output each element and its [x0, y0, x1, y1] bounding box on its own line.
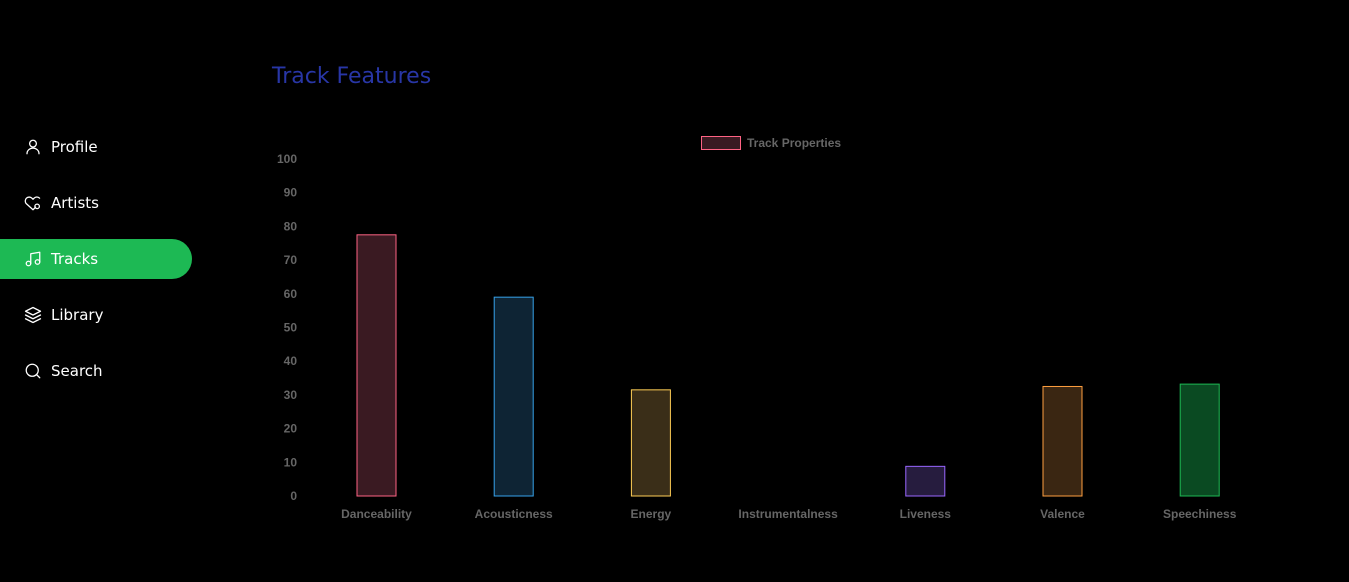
- y-tick-label: 100: [277, 152, 297, 166]
- sidebar-item-search[interactable]: Search: [0, 351, 192, 391]
- sidebar-item-label: Search: [51, 362, 103, 380]
- bar-chart: 0 10 20 30 40 50 60 70 80 90 100 Danceability Acoust…: [277, 136, 1237, 521]
- x-tick-label: Energy: [631, 507, 672, 521]
- page-title: Track Features: [272, 64, 432, 89]
- y-tick-label: 60: [284, 287, 298, 301]
- user-icon: [24, 138, 42, 156]
- x-tick-label: Valence: [1040, 507, 1085, 521]
- x-tick-label: Danceability: [341, 507, 412, 521]
- y-tick-label: 70: [284, 253, 298, 267]
- y-tick-label: 80: [284, 219, 298, 233]
- track-features-chart: 0 10 20 30 40 50 60 70 80 90 100 Danceability Acoust…: [260, 125, 1260, 535]
- sidebar-item-profile[interactable]: Profile: [0, 127, 192, 167]
- y-tick-label: 30: [284, 388, 298, 402]
- bar: [1179, 383, 1220, 497]
- sidebar-nav: Profile Artists Tracks Library: [0, 127, 200, 407]
- sidebar: Profile Artists Tracks Library: [0, 0, 200, 582]
- y-tick-label: 90: [284, 186, 298, 200]
- x-tick-label: Instrumentalness: [738, 507, 838, 521]
- y-tick-label: 50: [284, 321, 298, 335]
- bar: [905, 465, 946, 497]
- y-tick-label: 10: [284, 455, 298, 469]
- search-icon: [24, 362, 42, 380]
- y-tick-label: 0: [290, 489, 297, 503]
- sidebar-item-label: Profile: [51, 138, 98, 156]
- sidebar-item-library[interactable]: Library: [0, 295, 192, 335]
- sidebar-item-artists[interactable]: Artists: [0, 183, 192, 223]
- music-note-icon: [24, 250, 42, 268]
- layers-icon: [24, 306, 42, 324]
- x-tick-label: Acousticness: [475, 507, 553, 521]
- y-tick-label: 40: [284, 354, 298, 368]
- bar: [630, 389, 671, 497]
- sidebar-item-label: Tracks: [51, 250, 99, 268]
- sidebar-item-tracks[interactable]: Tracks: [0, 239, 192, 279]
- bar: [1042, 385, 1083, 497]
- sidebar-item-label: Artists: [51, 194, 99, 212]
- sidebar-item-label: Library: [51, 306, 104, 324]
- y-tick-label: 20: [284, 422, 298, 436]
- bar: [493, 296, 534, 497]
- legend-swatch: [701, 136, 741, 150]
- bar: [356, 234, 397, 497]
- x-tick-label: Speechiness: [1163, 507, 1237, 521]
- heart-icon: [24, 194, 42, 212]
- x-tick-label: Liveness: [900, 507, 952, 521]
- legend-label: Track Properties: [747, 136, 841, 150]
